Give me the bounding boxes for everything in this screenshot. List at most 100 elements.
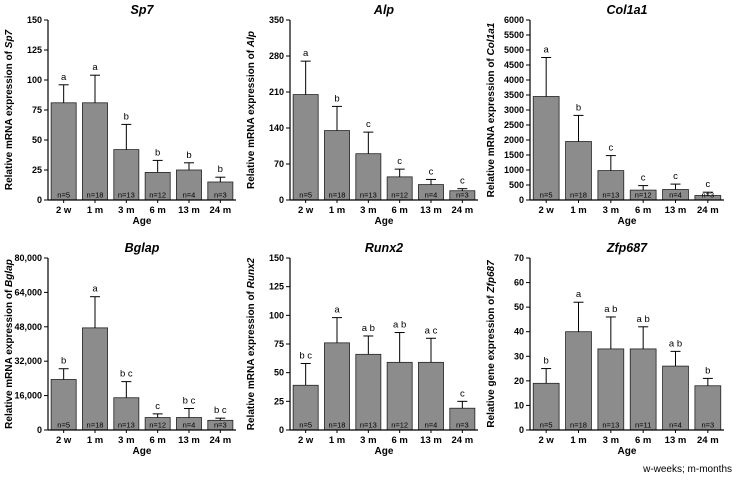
sample-size-label: n=3 [456, 421, 469, 430]
y-axis-label: Relative mRNA expression of Runx2 [246, 257, 257, 430]
significance-letter: a [544, 45, 550, 56]
sample-size-label: n=12 [391, 191, 408, 200]
x-tick-label: 1 m [329, 205, 345, 216]
y-tick-label: 4000 [504, 75, 524, 85]
bar [597, 348, 625, 431]
y-tick-label: 125 [27, 45, 42, 55]
x-tick-label: 24 m [452, 435, 474, 446]
y-axis-label-prefix: Relative mRNA expression of [4, 287, 15, 429]
x-tick-label: 13 m [420, 205, 442, 216]
x-tick-label: 24 m [210, 205, 232, 216]
significance-letter: b c [214, 405, 227, 416]
significance-letter: a b [362, 323, 375, 334]
sample-size-label: n=3 [701, 421, 714, 430]
y-tick-label: 150 [269, 253, 284, 263]
significance-letter: b c [299, 350, 312, 361]
y-axis-label-gene: Zfp687 [486, 260, 497, 294]
x-tick-label: 2 w [56, 205, 72, 216]
significance-letter: c [608, 143, 613, 154]
y-tick-label: 25 [32, 165, 42, 175]
y-tick-label: 50 [32, 135, 42, 145]
significance-letter: a [92, 62, 98, 73]
y-tick-label: 150 [27, 15, 42, 25]
chart-title: Bglap [125, 241, 160, 255]
y-tick-label: 60 [514, 278, 524, 288]
y-axis-label: Relative gene expression of Zfp687 [486, 260, 497, 428]
sample-size-label: n=5 [540, 191, 553, 200]
y-tick-label: 4500 [504, 60, 524, 70]
x-tick-label: 2 w [298, 435, 314, 446]
bar [324, 342, 350, 431]
sample-size-label: n=13 [118, 421, 135, 430]
x-tick-label: 3 m [603, 205, 619, 216]
sample-size-label: n=13 [602, 191, 619, 200]
sample-size-label: n=12 [149, 421, 166, 430]
y-tick-label: 16,000 [14, 391, 42, 401]
y-tick-label: 0 [279, 195, 284, 205]
bar [50, 102, 77, 201]
y-tick-label: 75 [32, 105, 42, 115]
significance-letter: a [92, 284, 98, 295]
x-tick-label: 2 w [298, 205, 314, 216]
sample-size-label: n=4 [425, 191, 438, 200]
y-tick-label: 75 [274, 339, 284, 349]
significance-letter: c [397, 156, 402, 167]
significance-letter: c [366, 119, 371, 130]
y-axis-label-prefix: Relative mRNA expression of [4, 48, 15, 190]
sample-size-label: n=18 [329, 421, 346, 430]
significance-letter: c [460, 388, 465, 399]
y-axis-label-gene: Sp7 [4, 29, 15, 48]
significance-letter: a b [669, 338, 682, 349]
sample-size-label: n=5 [299, 421, 312, 430]
significance-letter: b [544, 356, 549, 367]
x-tick-label: 6 m [149, 205, 165, 216]
sample-size-label: n=4 [669, 421, 682, 430]
sample-size-label: n=3 [214, 421, 227, 430]
footnote: w-weeks; m-months [643, 464, 732, 475]
x-tick-label: 13 m [665, 205, 687, 216]
chart-title: Sp7 [131, 3, 155, 17]
y-tick-label: 3000 [504, 105, 524, 115]
y-tick-label: 0 [37, 195, 42, 205]
y-tick-label: 2000 [504, 135, 524, 145]
x-tick-label: 13 m [178, 205, 200, 216]
significance-letter: b c [183, 396, 196, 407]
y-tick-label: 125 [269, 282, 284, 292]
significance-letter: b [705, 365, 710, 376]
chart-title: Col1a1 [607, 3, 648, 17]
y-tick-label: 0 [279, 425, 284, 435]
significance-letter: c [155, 401, 160, 412]
y-axis-label: Relative mRNA expression of Alp [246, 31, 257, 189]
y-axis-label-gene: Alp [246, 31, 257, 48]
significance-letter: b [61, 356, 66, 367]
sample-size-label: n=4 [183, 191, 196, 200]
x-tick-label: 2 w [56, 435, 72, 446]
y-axis-label-prefix: Relative gene expression of [486, 293, 497, 428]
y-tick-label: 500 [509, 180, 524, 190]
y-tick-label: 3500 [504, 90, 524, 100]
x-tick-label: 6 m [149, 435, 165, 446]
sample-size-label: n=13 [360, 191, 377, 200]
y-tick-label: 64,000 [14, 287, 42, 297]
x-tick-label: 6 m [391, 205, 407, 216]
significance-letter: b [218, 164, 223, 175]
x-tick-label: 1 m [329, 435, 345, 446]
y-axis-label-prefix: Relative mRNA expression of [486, 55, 497, 197]
x-tick-label: 6 m [635, 205, 651, 216]
x-tick-label: 13 m [665, 435, 687, 446]
bar [597, 170, 625, 201]
significance-letter: c [460, 176, 465, 187]
sample-size-label: n=18 [329, 191, 346, 200]
bar [418, 361, 444, 431]
x-axis-label: Age [375, 216, 394, 227]
x-axis-label: Age [375, 446, 394, 457]
sample-size-label: n=4 [669, 191, 682, 200]
x-axis-label: Age [618, 216, 637, 227]
x-tick-label: 3 m [603, 435, 619, 446]
y-tick-label: 0 [519, 195, 524, 205]
